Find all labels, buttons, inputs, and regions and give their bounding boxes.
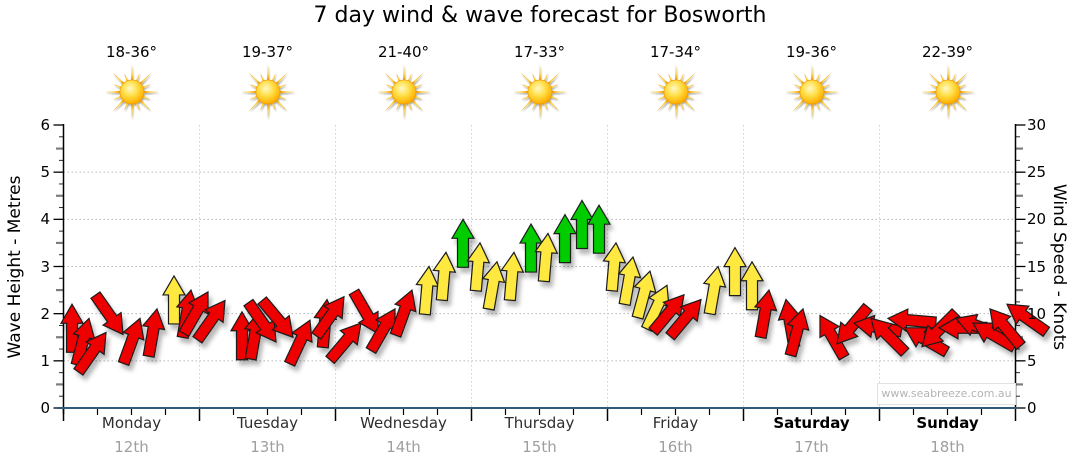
right-axis-tick-label: 15 xyxy=(1027,257,1047,276)
wind-arrow xyxy=(415,265,440,316)
day-label-thursday: Thursday xyxy=(504,414,575,432)
sun-icon xyxy=(647,63,705,121)
wind-arrow xyxy=(702,265,727,316)
wind-arrow xyxy=(586,203,612,254)
right-axis-tick-label: 20 xyxy=(1027,210,1047,229)
wind-arrow xyxy=(753,288,778,340)
left-axis-tick-label: 0 xyxy=(40,399,50,417)
day-temperature-thursday: 17-33° xyxy=(513,43,566,61)
wind-arrow xyxy=(90,291,124,336)
right-axis-tick-label: 5 xyxy=(1027,351,1037,370)
left-axis-tick-label: 4 xyxy=(40,210,50,229)
wind-arrow xyxy=(73,331,107,376)
wind-arrow xyxy=(141,307,166,358)
wind-arrow xyxy=(870,317,910,358)
watermark: www.seabreeze.com.au xyxy=(877,383,1016,405)
wind-arrow xyxy=(481,260,506,311)
wind-arrow xyxy=(739,260,765,311)
wind-arrow xyxy=(665,298,702,341)
day-date-friday: 16th xyxy=(658,438,693,456)
wind-arrow xyxy=(161,274,187,325)
day-label-tuesday: Tuesday xyxy=(236,414,299,432)
right-axis-tick-label: 25 xyxy=(1027,163,1047,182)
day-label-saturday: Saturday xyxy=(773,414,850,432)
wind-arrow xyxy=(311,295,345,340)
sun-icon xyxy=(375,63,433,121)
right-axis-tick-label: 10 xyxy=(1027,304,1047,323)
sun-icon xyxy=(239,63,297,121)
wind-arrow xyxy=(1006,303,1051,338)
wind-arrow xyxy=(819,314,850,361)
sun-icon xyxy=(919,63,977,121)
day-temperature-friday: 17-34° xyxy=(649,43,702,61)
left-axis-tick-label: 2 xyxy=(40,304,50,323)
sun-icon xyxy=(103,63,161,121)
wind-arrow xyxy=(500,251,525,302)
wind-arrow xyxy=(283,319,313,367)
wind-arrow xyxy=(722,246,748,297)
day-date-monday: 12th xyxy=(114,438,149,456)
day-date-tuesday: 13th xyxy=(250,438,285,456)
wind-arrow xyxy=(989,308,1026,351)
wind-arrow xyxy=(389,288,417,338)
wind-arrow xyxy=(617,255,642,306)
wind-arrow xyxy=(602,241,627,292)
day-label-monday: Monday xyxy=(101,414,162,432)
left-axis-tick-label: 3 xyxy=(40,257,50,276)
wind-arrow xyxy=(325,322,362,365)
sun-icon xyxy=(783,63,841,121)
left-axis-tick-label: 6 xyxy=(40,116,50,134)
wind-arrow xyxy=(534,232,559,283)
day-date-thursday: 15th xyxy=(522,438,557,456)
wind-arrow xyxy=(552,213,578,264)
day-temperature-tuesday: 19-37° xyxy=(241,43,294,61)
wind-arrow xyxy=(466,241,491,292)
day-label-friday: Friday xyxy=(652,414,699,432)
day-temperature-saturday: 19-36° xyxy=(785,43,838,61)
right-axis-tick-label: 0 xyxy=(1027,399,1037,417)
wind-arrow xyxy=(432,251,457,302)
wind-arrow xyxy=(348,288,379,335)
right-axis-tick-label: 30 xyxy=(1027,116,1047,134)
wind-arrow xyxy=(257,296,294,339)
day-label-wednesday: Wednesday xyxy=(360,414,447,432)
wind-arrow xyxy=(178,290,209,338)
wind-arrow-series xyxy=(59,199,1051,376)
sun-icon xyxy=(511,63,569,121)
wind-arrow xyxy=(784,307,810,358)
wind-arrow xyxy=(631,270,657,320)
day-temperature-monday: 18-36° xyxy=(105,43,158,61)
wind-arrow xyxy=(450,218,476,268)
day-temperature-sunday: 22-39° xyxy=(921,43,974,61)
day-label-sunday: Sunday xyxy=(916,414,979,432)
day-date-saturday: 17th xyxy=(794,438,829,456)
wind-arrow xyxy=(192,299,226,344)
left-axis-tick-label: 1 xyxy=(40,351,50,370)
left-axis-tick-label: 5 xyxy=(40,163,50,182)
page-title: 7 day wind & wave forecast for Bosworth xyxy=(313,3,767,28)
day-date-sunday: 18th xyxy=(930,438,965,456)
day-temperature-wednesday: 21-40° xyxy=(377,43,430,61)
wind-arrow xyxy=(117,317,145,367)
day-date-wednesday: 14th xyxy=(386,438,421,456)
